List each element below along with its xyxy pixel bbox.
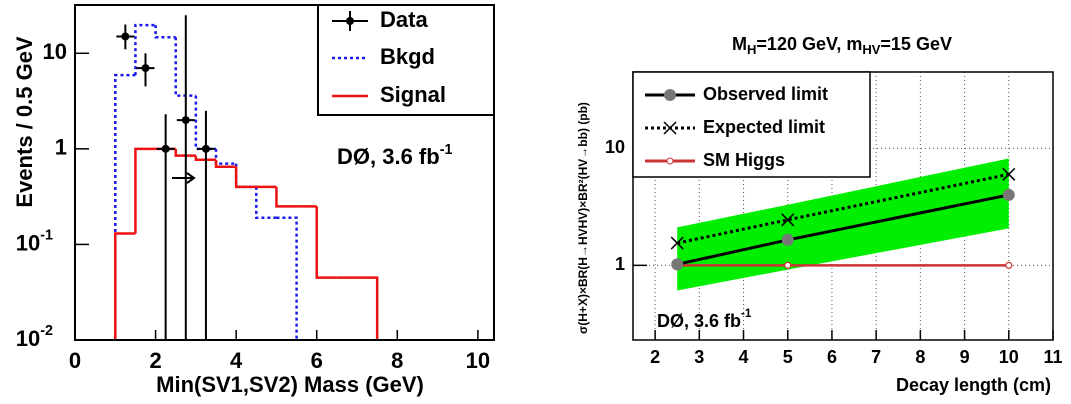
- hist-bin: [214, 159, 237, 168]
- x-tick-label: 2: [149, 348, 161, 373]
- x-tick-label: 3: [694, 347, 704, 367]
- y-tick-label: 10-1: [16, 227, 53, 255]
- legend-label: SM Higgs: [703, 150, 785, 170]
- hist-bin: [134, 147, 156, 234]
- annotation: DØ, 3.6 fb-1: [337, 142, 452, 169]
- annotation-sup: -1: [440, 142, 453, 158]
- x-tick-label: 4: [230, 348, 243, 373]
- marker: [1005, 261, 1013, 269]
- y-tick-base: 10: [16, 230, 40, 255]
- y-tick-label: 10-2: [16, 323, 53, 351]
- title-subscript: HV: [862, 42, 880, 57]
- y-tick-exponent: -1: [40, 227, 53, 243]
- legend-label: Observed limit: [703, 84, 828, 104]
- x-axis-label: Min(SV1,SV2) Mass (GeV): [156, 372, 424, 397]
- legend-marker: [666, 157, 674, 165]
- x-tick-label: 9: [960, 347, 970, 367]
- y-tick-label: 1: [55, 135, 67, 160]
- data-point: [161, 144, 170, 153]
- annotation-sup: -1: [741, 307, 752, 320]
- y-tick-label: 1: [615, 254, 625, 274]
- data-point: [201, 144, 210, 153]
- marker: [1002, 188, 1015, 201]
- legend-label: Bkgd: [380, 44, 435, 69]
- marker: [1002, 167, 1016, 181]
- marker: [670, 236, 684, 250]
- y-tick-exponent: -2: [40, 323, 53, 339]
- x-tick-label: 10: [999, 347, 1019, 367]
- annotation: DØ, 3.6 fb-1: [657, 307, 752, 331]
- hist-bin: [214, 148, 237, 165]
- y-tick-base: 10: [16, 326, 40, 351]
- hist-bin: [114, 73, 136, 340]
- hist-bin: [276, 216, 298, 340]
- title-text: =120 GeV, m: [756, 34, 862, 54]
- hist-bin: [194, 155, 217, 161]
- x-tick-label: 8: [391, 348, 403, 373]
- y-tick-label: 10: [605, 137, 625, 157]
- arrow: [172, 172, 196, 184]
- legend-label: Signal: [380, 82, 446, 107]
- legend-swatch: [346, 17, 354, 25]
- data-point: [141, 64, 150, 73]
- x-tick-label: 6: [311, 348, 323, 373]
- marker: [784, 261, 792, 269]
- x-tick-label: 4: [739, 347, 749, 367]
- hist-bin: [134, 23, 156, 76]
- annotation-text: DØ, 3.6 fb: [337, 144, 440, 169]
- x-tick-label: 0: [69, 348, 81, 373]
- x-tick-label: 2: [650, 347, 660, 367]
- legend-label: Expected limit: [703, 117, 825, 137]
- hist-bin: [357, 276, 379, 340]
- annotation-text: DØ, 3.6 fb: [657, 311, 741, 331]
- title-text: =15 GeV: [880, 34, 952, 54]
- chart-title: MH=120 GeV, mHV=15 GeV: [732, 34, 952, 58]
- hist-bin: [234, 166, 257, 189]
- hist-bin: [114, 232, 136, 340]
- hist-bin: [174, 37, 196, 97]
- x-tick-label: 11: [1043, 347, 1062, 367]
- series-line: [676, 172, 1010, 245]
- hist-bin: [174, 148, 196, 157]
- x-tick-label: 8: [915, 347, 925, 367]
- y-axis-label: Events / 0.5 GeV: [12, 36, 37, 208]
- hist-bin: [255, 186, 277, 220]
- legend-marker: [664, 89, 676, 101]
- data-point: [181, 116, 190, 125]
- title-subscript: H: [747, 42, 756, 57]
- hist-bin: [154, 25, 176, 39]
- x-tick-label: 6: [827, 347, 837, 367]
- x-tick-label: 7: [871, 347, 881, 367]
- y-tick-label: 10: [43, 39, 67, 64]
- data-point: [121, 32, 130, 41]
- title-text: M: [732, 34, 747, 54]
- hist-bin: [315, 206, 337, 279]
- legend-marker: [663, 121, 677, 135]
- x-tick-label: 5: [783, 347, 793, 367]
- marker: [671, 258, 684, 271]
- hist-bin: [234, 163, 257, 189]
- marker: [781, 213, 795, 227]
- x-axis-label: Decay length (cm): [896, 375, 1051, 395]
- y-axis-label: σ(H+X)×BR(H→HVHV)×BR²(HV→bb) (pb): [576, 102, 590, 334]
- plot-frame: [74, 4, 495, 341]
- marker: [781, 233, 794, 246]
- legend-label: Data: [380, 7, 428, 32]
- x-tick-label: 10: [466, 348, 490, 373]
- hist-bin: [275, 186, 297, 208]
